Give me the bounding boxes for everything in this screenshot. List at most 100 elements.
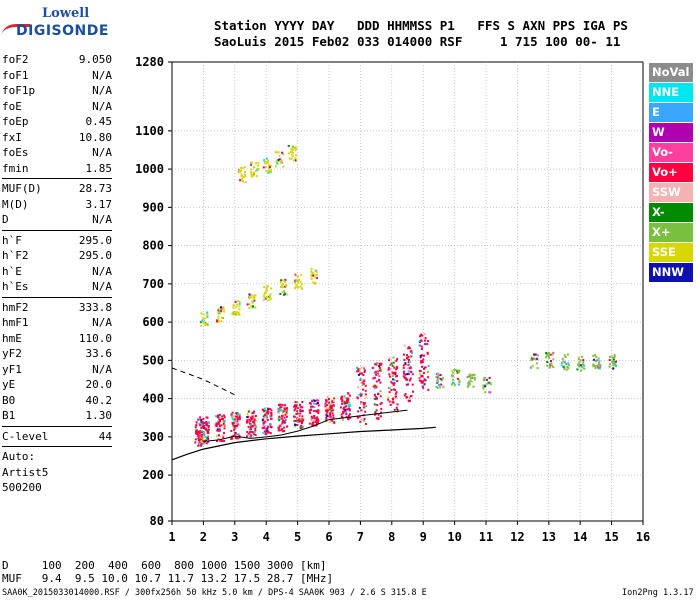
echo-point: [279, 292, 282, 295]
echo-point: [279, 418, 282, 421]
echo-point: [451, 374, 454, 377]
echo-point: [550, 362, 553, 365]
echo-point: [263, 159, 266, 162]
echo-point: [312, 410, 315, 413]
echo-point: [262, 431, 265, 434]
echo-point: [266, 419, 269, 422]
echo-point: [248, 422, 251, 425]
echo-point: [200, 440, 203, 443]
echo-point: [293, 405, 295, 408]
echo-point: [456, 370, 459, 373]
echo-point: [281, 427, 284, 430]
echo-point: [387, 368, 390, 371]
echo-point: [293, 415, 295, 418]
echo-point: [362, 403, 365, 406]
echo-point: [315, 402, 318, 405]
echo-point: [277, 159, 280, 162]
echo-point: [424, 343, 427, 346]
echo-point: [364, 396, 367, 399]
echo-point: [326, 411, 329, 413]
echo-point: [566, 368, 569, 371]
echo-point: [458, 381, 461, 383]
echo-point: [418, 344, 421, 347]
echo-point: [394, 389, 397, 391]
echo-point: [313, 415, 316, 418]
echo-point: [233, 420, 236, 423]
echo-point: [232, 422, 235, 425]
echo-point: [333, 421, 336, 424]
param-row-fxi: fxI 10.80: [2, 130, 112, 146]
echo-point: [265, 416, 268, 419]
echo-point: [253, 299, 256, 302]
echo-point: [222, 434, 225, 437]
echo-point: [375, 386, 378, 389]
echo-point: [379, 415, 382, 418]
param-name: h`F: [2, 233, 22, 247]
echo-point: [238, 302, 241, 305]
echo-point: [206, 316, 209, 318]
echo-point: [280, 279, 283, 282]
echo-point: [457, 369, 460, 372]
echo-point: [235, 426, 238, 429]
echo-point: [265, 166, 268, 169]
echo-point: [207, 428, 210, 431]
echo-point: [239, 179, 242, 182]
echo-point: [300, 410, 303, 413]
echo-point: [218, 434, 220, 437]
echo-point: [343, 401, 346, 403]
echo-point: [451, 369, 454, 372]
echo-point: [332, 409, 335, 412]
echo-point: [442, 377, 445, 379]
echo-point: [249, 419, 252, 422]
echo-point: [421, 354, 423, 357]
echo-point: [374, 398, 377, 401]
echo-point: [436, 381, 439, 384]
echo-point: [269, 169, 272, 172]
echo-point: [579, 359, 582, 362]
echo-point: [357, 373, 360, 376]
echo-point: [262, 415, 265, 418]
echo-point: [391, 364, 394, 367]
param-row-fof2: foF2 9.050: [2, 52, 112, 68]
echo-point: [202, 436, 205, 439]
echo-point: [376, 374, 379, 376]
echo-point: [314, 276, 317, 279]
echo-point: [332, 414, 335, 417]
echo-point: [263, 296, 266, 298]
echo-point: [292, 145, 295, 148]
echo-point: [267, 171, 270, 174]
echo-point: [200, 324, 203, 327]
echo-point: [403, 394, 406, 397]
echo-point: [533, 353, 536, 356]
echo-point: [357, 386, 359, 389]
echo-point: [577, 358, 580, 361]
echo-point: [284, 278, 287, 281]
echo-point: [280, 409, 283, 412]
echo-point: [332, 416, 335, 419]
param-name: hmF1: [2, 316, 29, 329]
echo-point: [203, 422, 206, 425]
echo-point: [253, 418, 256, 421]
echo-point: [248, 293, 251, 296]
echo-point: [392, 384, 395, 386]
echo-point: [420, 360, 423, 362]
echo-point: [394, 371, 397, 374]
electron-density-profile: [171, 426, 436, 461]
echo-point: [282, 411, 284, 414]
echo-point: [471, 381, 474, 383]
echo-point: [309, 408, 312, 411]
echo-point: [281, 161, 283, 164]
echo-point: [265, 157, 268, 160]
echo-point: [278, 158, 281, 161]
echo-point: [486, 378, 488, 381]
echo-point: [267, 159, 270, 162]
echo-point: [249, 427, 252, 430]
echo-point: [406, 373, 409, 375]
param-row-hmf1: hmF1 N/A: [2, 315, 112, 331]
echo-point: [608, 355, 611, 358]
echo-point: [392, 397, 395, 400]
echo-point: [345, 413, 348, 416]
echo-point: [233, 428, 236, 431]
echo-point: [278, 429, 281, 432]
echo-point: [360, 401, 363, 403]
